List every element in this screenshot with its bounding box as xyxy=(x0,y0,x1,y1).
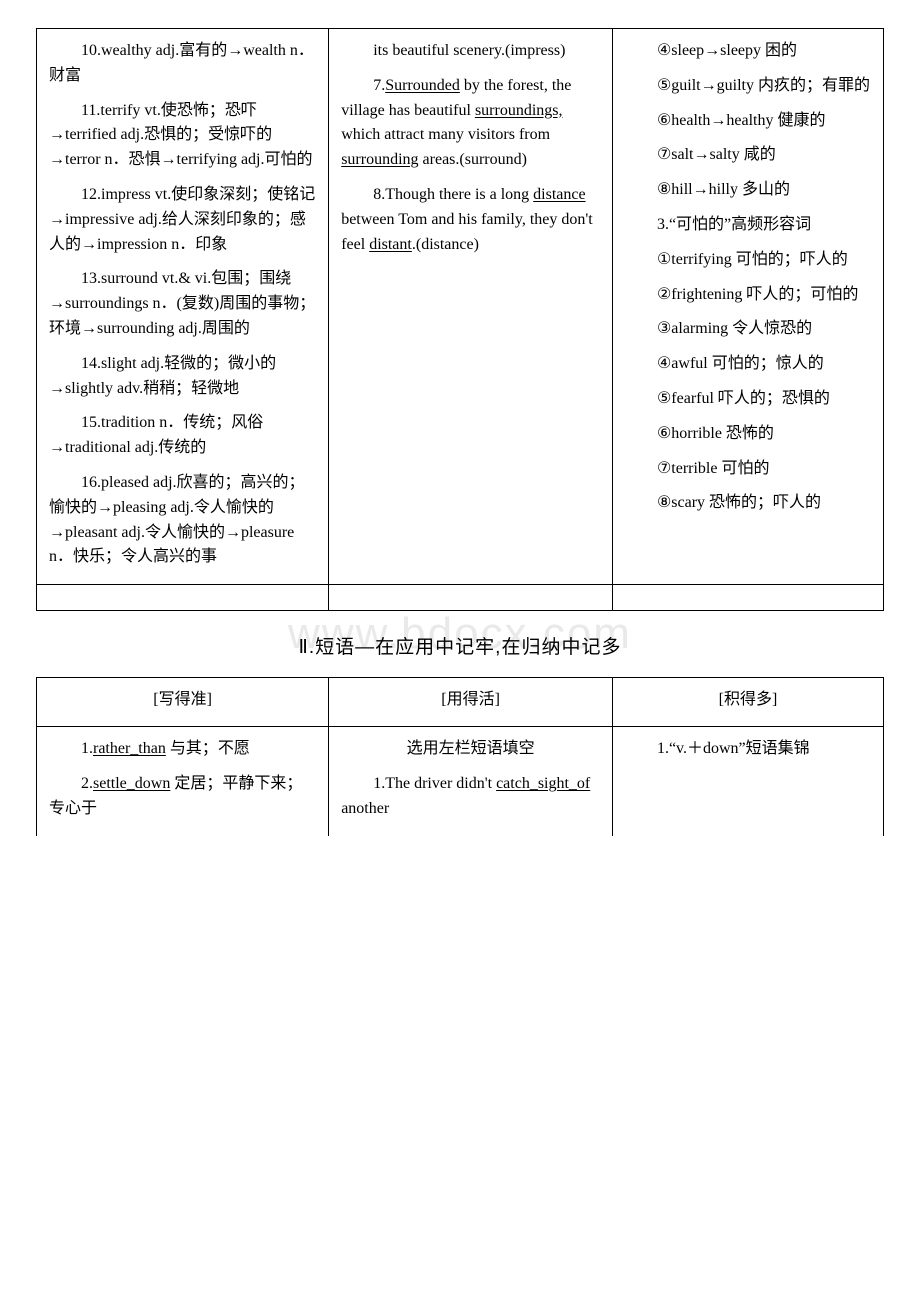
t2-col1: 1.rather_than 与其；不愿 2.settle_down 定居；平静下… xyxy=(37,727,329,836)
t1c3-item: 3.“可怕的”高频形容词 xyxy=(625,213,871,238)
t1c1-item: 14.slight adj.轻微的；微小的→slightly adv.稍稍；轻微… xyxy=(49,352,316,402)
vocab-table-1: 10.wealthy adj.富有的→wealth n．财富 11.terrif… xyxy=(36,28,884,611)
t1c2-item: its beautiful scenery.(impress) xyxy=(341,39,600,64)
t2-col3: 1.“v.＋down”短语集锦 xyxy=(612,727,883,836)
t1c2-item: 8.Though there is a long distance betwee… xyxy=(341,183,600,257)
t1c3-item: ⑦salt→salty 咸的 xyxy=(625,143,871,168)
t2-head-2: [用得活] xyxy=(329,677,613,727)
t2c1-item: 2.settle_down 定居；平静下来；专心于 xyxy=(49,772,316,822)
t1c3-item: ⑧scary 恐怖的；吓人的 xyxy=(625,491,871,516)
t1c3-item: ④awful 可怕的；惊人的 xyxy=(625,352,871,377)
t1-col1: 10.wealthy adj.富有的→wealth n．财富 11.terrif… xyxy=(37,29,329,585)
t1c3-item: ④sleep→sleepy 困的 xyxy=(625,39,871,64)
section-2-title: Ⅱ.短语—在应用中记牢,在归纳中记多 xyxy=(36,633,884,662)
t2c1-item: 1.rather_than 与其；不愿 xyxy=(49,737,316,762)
t2c3-item: 1.“v.＋down”短语集锦 xyxy=(625,737,871,762)
t1-spacer-row xyxy=(37,585,884,611)
page-content: 10.wealthy adj.富有的→wealth n．财富 11.terrif… xyxy=(36,28,884,836)
t1c1-item: 13.surround vt.& vi.包围；围绕→surroundings n… xyxy=(49,267,316,341)
t1c3-item: ①terrifying 可怕的；吓人的 xyxy=(625,248,871,273)
t1c1-item: 16.pleased adj.欣喜的；高兴的；愉快的→pleasing adj.… xyxy=(49,471,316,570)
t1c3-item: ③alarming 令人惊恐的 xyxy=(625,317,871,342)
t1c3-item: ⑧hill→hilly 多山的 xyxy=(625,178,871,203)
t1c2-item: 7.Surrounded by the forest, the village … xyxy=(341,74,600,173)
t1-col3: ④sleep→sleepy 困的 ⑤guilt→guilty 内疚的；有罪的 ⑥… xyxy=(612,29,883,585)
t1c3-item: ⑥health→healthy 健康的 xyxy=(625,109,871,134)
t1c1-item: 11.terrify vt.使恐怖；恐吓→terrified adj.恐惧的；受… xyxy=(49,99,316,173)
t2c2-item: 选用左栏短语填空 xyxy=(341,737,600,762)
t1-col2: its beautiful scenery.(impress) 7.Surrou… xyxy=(329,29,613,585)
t1c1-item: 10.wealthy adj.富有的→wealth n．财富 xyxy=(49,39,316,89)
t2c2-item: 1.The driver didn't catch_sight_of anoth… xyxy=(341,772,600,822)
t1c3-item: ②frightening 吓人的；可怕的 xyxy=(625,283,871,308)
t2-head-1: [写得准] xyxy=(37,677,329,727)
t1c3-item: ⑦terrible 可怕的 xyxy=(625,457,871,482)
t2-head-3: [积得多] xyxy=(612,677,883,727)
phrase-table-2: [写得准] [用得活] [积得多] 1.rather_than 与其；不愿 2.… xyxy=(36,677,884,836)
t1c3-item: ⑥horrible 恐怖的 xyxy=(625,422,871,447)
t1c3-item: ⑤guilt→guilty 内疚的；有罪的 xyxy=(625,74,871,99)
t1c1-item: 12.impress vt.使印象深刻；使铭记→impressive adj.给… xyxy=(49,183,316,257)
t1c3-item: ⑤fearful 吓人的；恐惧的 xyxy=(625,387,871,412)
t2-col2: 选用左栏短语填空 1.The driver didn't catch_sight… xyxy=(329,727,613,836)
t1c1-item: 15.tradition n．传统；风俗→traditional adj.传统的 xyxy=(49,411,316,461)
